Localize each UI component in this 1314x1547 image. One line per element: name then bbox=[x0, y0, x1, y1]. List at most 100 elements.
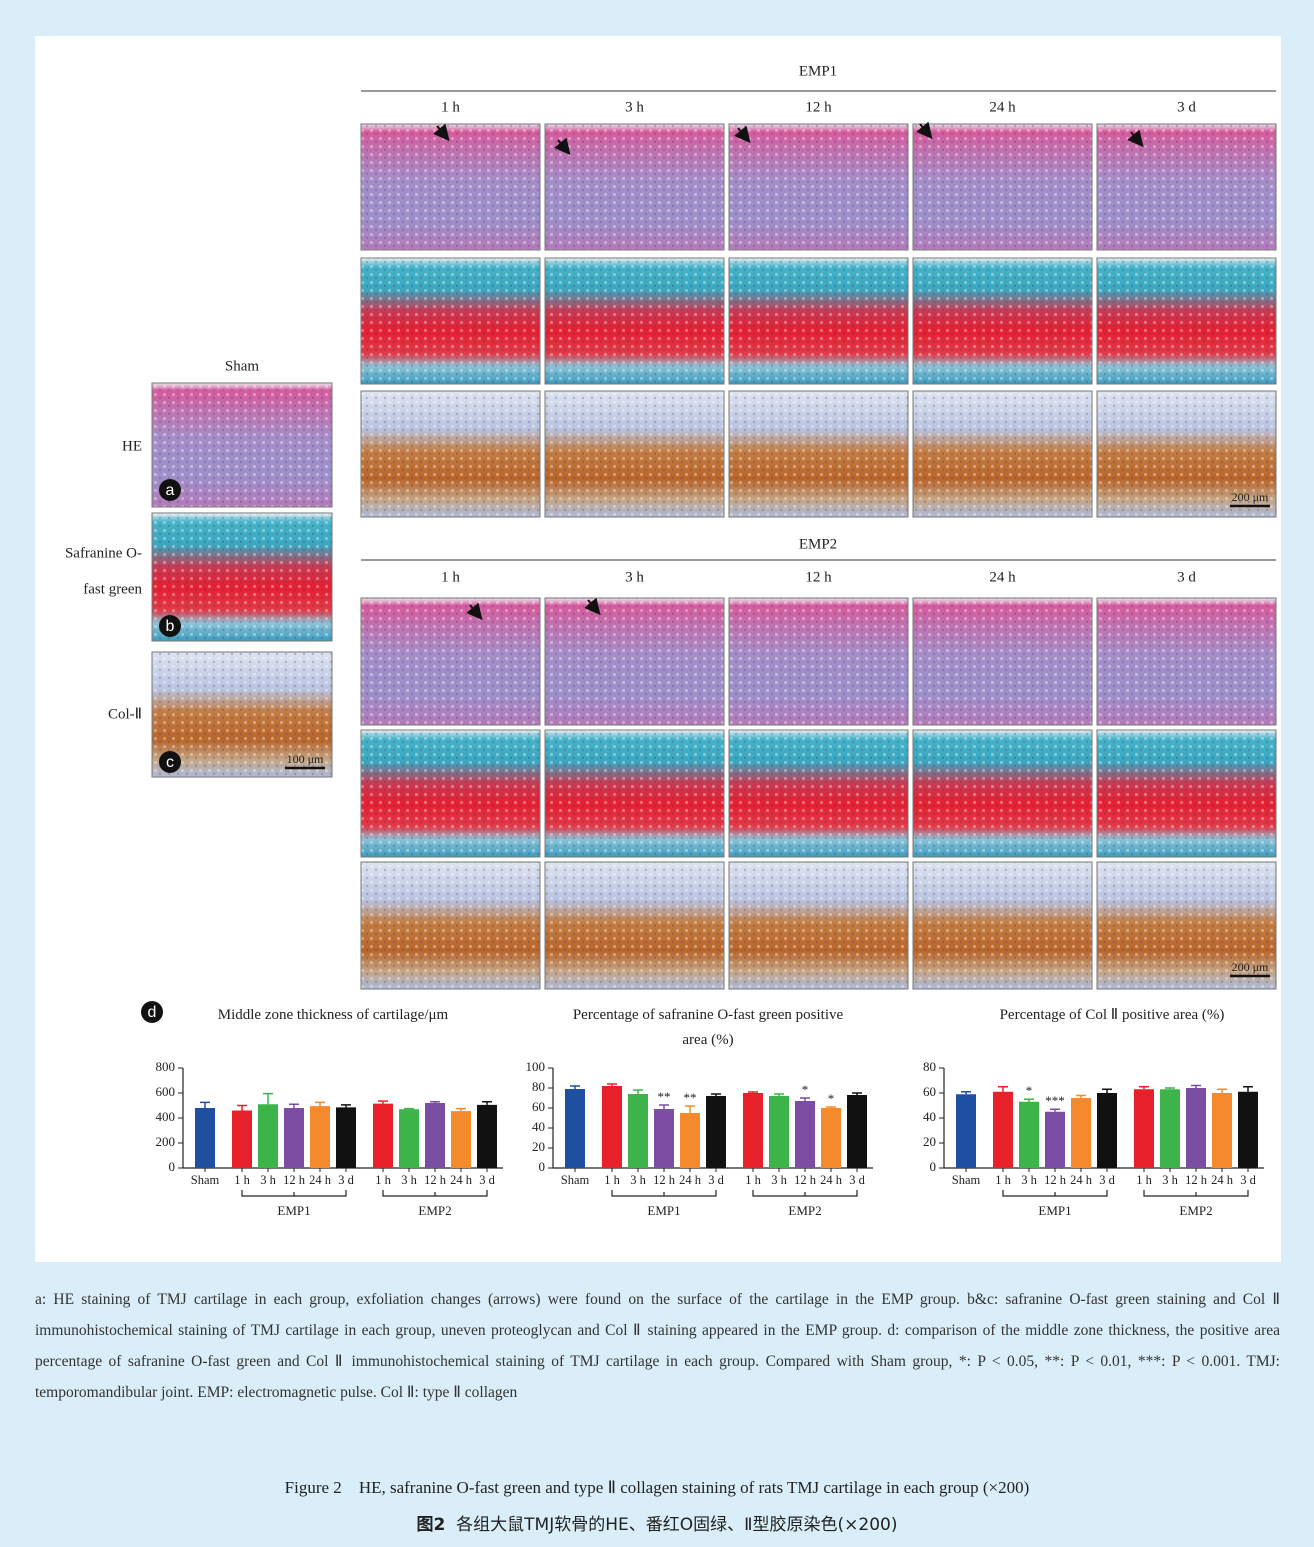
micrograph-texture bbox=[361, 258, 540, 384]
y-tick-label: 80 bbox=[532, 1079, 545, 1094]
micrograph-texture bbox=[729, 124, 908, 250]
micrograph-texture bbox=[361, 862, 540, 989]
bar bbox=[310, 1106, 330, 1168]
time-label: 24 h bbox=[989, 569, 1016, 585]
micrograph-texture bbox=[1097, 124, 1276, 250]
x-tick-label: 3 d bbox=[338, 1173, 354, 1187]
panel-letter: b bbox=[166, 618, 175, 635]
time-label: 24 h bbox=[989, 99, 1016, 115]
page: ShamHESafranine O-fast greenCol-Ⅱabc100 … bbox=[0, 0, 1314, 1547]
row-label: fast green bbox=[83, 581, 142, 597]
group-bracket bbox=[1144, 1190, 1248, 1196]
bar bbox=[1160, 1089, 1180, 1168]
y-tick-label: 20 bbox=[532, 1139, 545, 1154]
time-label: 1 h bbox=[441, 569, 460, 585]
bar bbox=[680, 1113, 700, 1168]
micrograph-texture bbox=[913, 730, 1092, 857]
micrograph-texture bbox=[913, 258, 1092, 384]
x-tick-label: Sham bbox=[191, 1173, 220, 1187]
micrograph-texture bbox=[361, 391, 540, 517]
row-label: HE bbox=[122, 438, 142, 454]
x-tick-label: 3 d bbox=[479, 1173, 495, 1187]
x-tick-label: 12 h bbox=[794, 1173, 817, 1187]
significance: ** bbox=[658, 1089, 671, 1104]
group-title: EMP1 bbox=[799, 63, 837, 79]
x-tick-label: 12 h bbox=[1185, 1173, 1208, 1187]
micrograph-texture bbox=[729, 391, 908, 517]
y-tick-label: 0 bbox=[539, 1159, 546, 1174]
time-label: 3 d bbox=[1177, 99, 1196, 115]
x-tick-label: 12 h bbox=[1044, 1173, 1067, 1187]
x-tick-label: 1 h bbox=[604, 1173, 620, 1187]
y-tick-label: 80 bbox=[923, 1059, 936, 1074]
significance: ** bbox=[684, 1090, 697, 1105]
bar bbox=[425, 1103, 445, 1168]
caption: a: HE staining of TMJ cartilage in each … bbox=[35, 1284, 1280, 1408]
y-tick-label: 40 bbox=[923, 1109, 936, 1124]
bar bbox=[1238, 1092, 1258, 1168]
y-tick-label: 400 bbox=[156, 1109, 176, 1124]
scale-bar-label: 200 μm bbox=[1232, 490, 1269, 504]
panel-letter: d bbox=[148, 1004, 157, 1021]
micrograph-texture bbox=[913, 124, 1092, 250]
y-tick-label: 0 bbox=[930, 1159, 937, 1174]
x-tick-label: 24 h bbox=[679, 1173, 702, 1187]
bar bbox=[956, 1094, 976, 1168]
group-label: EMP1 bbox=[277, 1203, 310, 1218]
bar bbox=[1134, 1089, 1154, 1168]
bar bbox=[373, 1104, 393, 1168]
significance: * bbox=[828, 1091, 835, 1106]
significance: *** bbox=[1045, 1093, 1065, 1108]
bar bbox=[1045, 1112, 1065, 1168]
x-tick-label: 1 h bbox=[745, 1173, 761, 1187]
bar bbox=[1071, 1098, 1091, 1168]
group-label: EMP1 bbox=[647, 1203, 680, 1218]
bar bbox=[565, 1089, 585, 1168]
bar bbox=[477, 1105, 497, 1168]
bar bbox=[628, 1094, 648, 1168]
bar bbox=[451, 1111, 471, 1168]
bar bbox=[1186, 1088, 1206, 1168]
group-bracket bbox=[753, 1190, 857, 1196]
bar bbox=[195, 1108, 215, 1168]
micrograph-texture bbox=[545, 862, 724, 989]
x-tick-label: 1 h bbox=[375, 1173, 391, 1187]
bar bbox=[258, 1104, 278, 1168]
micrograph-texture bbox=[729, 730, 908, 857]
x-tick-label: Sham bbox=[561, 1173, 590, 1187]
micrograph-texture bbox=[545, 730, 724, 857]
group-label: EMP2 bbox=[788, 1203, 821, 1218]
micrograph-texture bbox=[729, 258, 908, 384]
x-tick-label: 24 h bbox=[450, 1173, 473, 1187]
y-tick-label: 0 bbox=[169, 1159, 176, 1174]
y-tick-label: 20 bbox=[923, 1134, 936, 1149]
time-label: 1 h bbox=[441, 99, 460, 115]
group-label: EMP1 bbox=[1038, 1203, 1071, 1218]
time-label: 12 h bbox=[805, 99, 832, 115]
x-tick-label: 3 d bbox=[849, 1173, 865, 1187]
x-tick-label: 3 h bbox=[1021, 1173, 1037, 1187]
group-bracket bbox=[383, 1190, 487, 1196]
x-tick-label: 24 h bbox=[820, 1173, 843, 1187]
bar bbox=[743, 1093, 763, 1168]
y-tick-label: 200 bbox=[156, 1134, 176, 1149]
bar bbox=[654, 1109, 674, 1168]
y-tick-label: 800 bbox=[156, 1059, 176, 1074]
chart-title: Percentage of Col Ⅱ positive area (%) bbox=[942, 1003, 1282, 1028]
group-label: EMP2 bbox=[1179, 1203, 1212, 1218]
y-tick-label: 60 bbox=[923, 1084, 936, 1099]
chart-title: Middle zone thickness of cartilage/μm bbox=[163, 1003, 503, 1028]
bar bbox=[399, 1109, 419, 1168]
panel-letter: c bbox=[166, 754, 174, 771]
bar bbox=[602, 1086, 622, 1168]
y-tick-label: 100 bbox=[526, 1059, 546, 1074]
bar bbox=[706, 1096, 726, 1168]
group-bracket bbox=[612, 1190, 716, 1196]
x-tick-label: 24 h bbox=[1211, 1173, 1234, 1187]
bar bbox=[284, 1108, 304, 1168]
x-tick-label: 3 h bbox=[1162, 1173, 1178, 1187]
x-tick-label: 12 h bbox=[653, 1173, 676, 1187]
x-tick-label: 3 d bbox=[708, 1173, 724, 1187]
micrograph-texture bbox=[1097, 598, 1276, 725]
